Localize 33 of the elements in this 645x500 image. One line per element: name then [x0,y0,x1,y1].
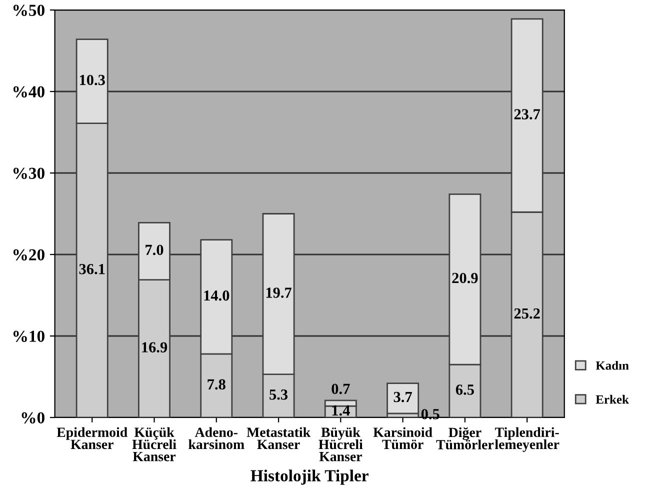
x-tick-label: Küçük Hücreli Kanser [132,427,176,462]
y-tick-label: %30 [13,168,44,179]
data-label: 5.3 [270,389,288,400]
x-tick-label: Metastatik Kanser [246,427,311,450]
data-label: 23.7 [514,109,540,120]
y-tick-label: %20 [13,249,44,260]
x-tick-label: Epidermoid Kanser [56,427,128,450]
x-axis-title: Histolojik Tipler [250,470,368,485]
y-tick-label: %40 [13,86,44,98]
data-label: 20.9 [452,272,478,284]
x-tick-label: Büyük Hücreli Kanser [318,427,363,462]
x-tick-label: Tiplendiri- lemeyenler [494,427,560,452]
data-label: 7.0 [146,244,164,256]
legend-label: Kadın [596,361,629,370]
legend-label: Erkek [596,394,629,404]
y-tick-label: %50 [13,4,44,16]
x-tick-label: Diğer Tümörler [436,427,494,450]
data-label: 16.9 [142,342,168,353]
data-label: 3.7 [394,392,412,402]
data-label: 25.2 [514,308,540,319]
y-tick-label: %10 [13,330,44,342]
bar [386,382,420,414]
data-label: 36.1 [79,264,105,274]
data-label: 7.8 [208,379,226,390]
data-label: 0.7 [332,384,350,394]
y-tick-label: %0 [22,412,44,424]
data-label: 1.4 [332,405,350,416]
x-tick-label: Karsinoid Tümör [373,427,432,450]
data-label: 14.0 [204,290,230,301]
x-tick-label: Adeno- karsinom [188,427,244,450]
data-label: 19.7 [266,288,292,298]
data-label: 6.5 [456,384,474,395]
data-label: 10.3 [80,74,105,86]
